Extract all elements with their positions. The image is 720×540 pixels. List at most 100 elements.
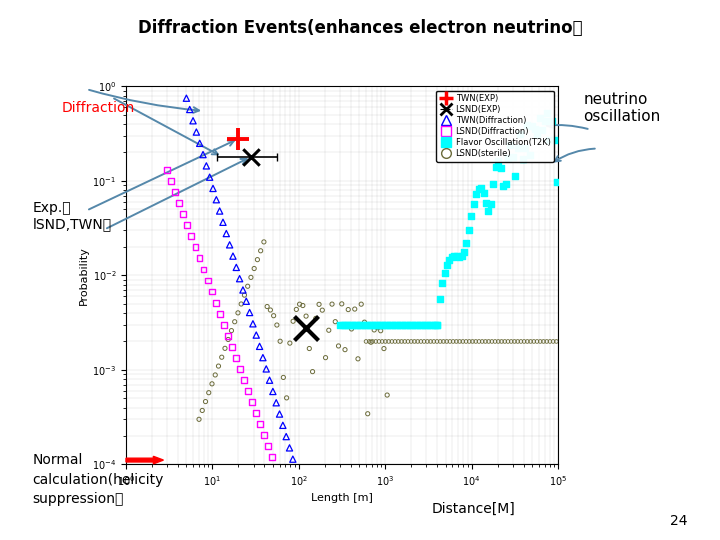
Point [364,321,376,329]
Point [429,321,441,329]
LSND(Diffraction) [279,486,290,495]
LSND(Diffraction) [254,420,266,428]
LSND(Diffraction) [226,342,238,351]
Flavor Oscillation(T2K) [546,117,558,126]
Flavor Oscillation(T2K) [475,184,487,192]
Flavor Oscillation(T2K) [459,247,470,256]
LSND(Diffraction) [166,177,177,185]
Point [300,323,312,332]
Point [544,337,556,346]
LSND(sterile) [300,312,312,320]
LSND(Diffraction) [161,166,173,174]
TWN(Diffraction) [201,161,212,170]
Point [409,321,420,329]
Point [551,337,562,346]
Point [386,337,397,346]
Point [379,321,391,329]
Flavor Oscillation(T2K) [544,136,555,145]
Point [438,337,449,346]
Point [534,337,546,346]
LSND(sterile) [203,388,215,397]
TWN(Diffraction) [287,455,299,463]
Text: Exp.（
lSND,TWN）: Exp.（ lSND,TWN） [32,201,112,231]
Point [460,337,472,346]
Point [538,337,549,346]
LSND(sterile) [281,394,292,402]
Flavor Oscillation(T2K) [473,185,485,193]
Point [359,321,371,329]
LSND(Diffraction) [189,243,201,252]
LSND(sterile) [242,282,253,291]
Point [402,321,413,329]
LSND(sterile) [232,308,243,317]
Flavor Oscillation(T2K) [470,190,482,199]
Flavor Oscillation(T2K) [514,130,526,138]
Legend: TWN(EXP), LSND(EXP), TWN(Diffraction), LSND(Diffraction), Flavor Oscillation(T2K: TWN(EXP), LSND(EXP), TWN(Diffraction), L… [436,91,554,161]
Text: Distance[M]: Distance[M] [432,502,516,516]
TWN(Diffraction) [264,376,275,384]
Point [512,337,523,346]
LSND(Diffraction) [238,375,250,384]
Point [402,337,414,346]
Point [339,321,351,329]
LSND(Diffraction) [294,530,306,539]
LSND(sterile) [210,370,221,379]
TWN(Diffraction) [247,320,258,328]
Point [342,321,354,329]
LSND(Diffraction) [258,431,270,440]
Text: 24: 24 [670,514,688,528]
LSND(Diffraction) [271,464,282,472]
TWN(Diffraction) [197,150,209,159]
Point [366,337,378,346]
Flavor Oscillation(T2K) [507,153,518,161]
Point [414,321,426,329]
TWN(Diffraction) [300,500,312,509]
TWN(Diffraction) [230,263,242,272]
LSND(sterile) [265,306,276,314]
Flavor Oscillation(T2K) [512,144,523,152]
Point [531,337,543,346]
LSND(sterile) [365,338,377,347]
Point [382,321,393,329]
Flavor Oscillation(T2K) [524,151,536,159]
Point [418,337,430,346]
LSND(sterile) [278,373,289,382]
Point [415,337,427,346]
Point [486,337,498,346]
LSND(Diffraction) [218,320,230,329]
LSND(sterile) [375,326,387,335]
X-axis label: Length [m]: Length [m] [311,494,373,503]
Flavor Oscillation(T2K) [539,117,550,125]
LSND(sterile) [248,264,260,273]
LSND(sterile) [307,367,318,376]
LSND(sterile) [330,318,341,326]
Point [347,321,359,329]
LSND(sterile) [372,323,383,332]
LSND(sterile) [304,344,315,353]
Point [477,337,488,346]
TWN(Diffraction) [217,218,229,227]
LSND(sterile) [382,391,393,400]
Flavor Oscillation(T2K) [461,239,472,247]
Flavor Oscillation(T2K) [487,180,499,188]
LSND(sterile) [343,305,354,314]
LSND(sterile) [346,325,357,333]
Point [349,321,361,329]
LSND(Diffraction) [234,364,246,373]
Point [387,321,398,329]
LSND(sterile) [193,415,204,424]
Flavor Oscillation(T2K) [522,120,534,129]
Point [361,321,373,329]
Flavor Oscillation(T2K) [510,172,521,181]
Point [447,337,459,346]
LSND(Diffraction) [246,397,258,406]
Flavor Oscillation(T2K) [466,212,477,221]
Flavor Oscillation(T2K) [492,157,504,165]
Flavor Oscillation(T2K) [500,180,511,188]
LSND(Diffraction) [274,475,286,483]
LSND(Diffraction) [194,254,205,263]
TWN(Diffraction) [280,433,292,441]
Point [372,321,383,329]
Point [366,321,378,329]
Flavor Oscillation(T2K) [485,199,497,208]
